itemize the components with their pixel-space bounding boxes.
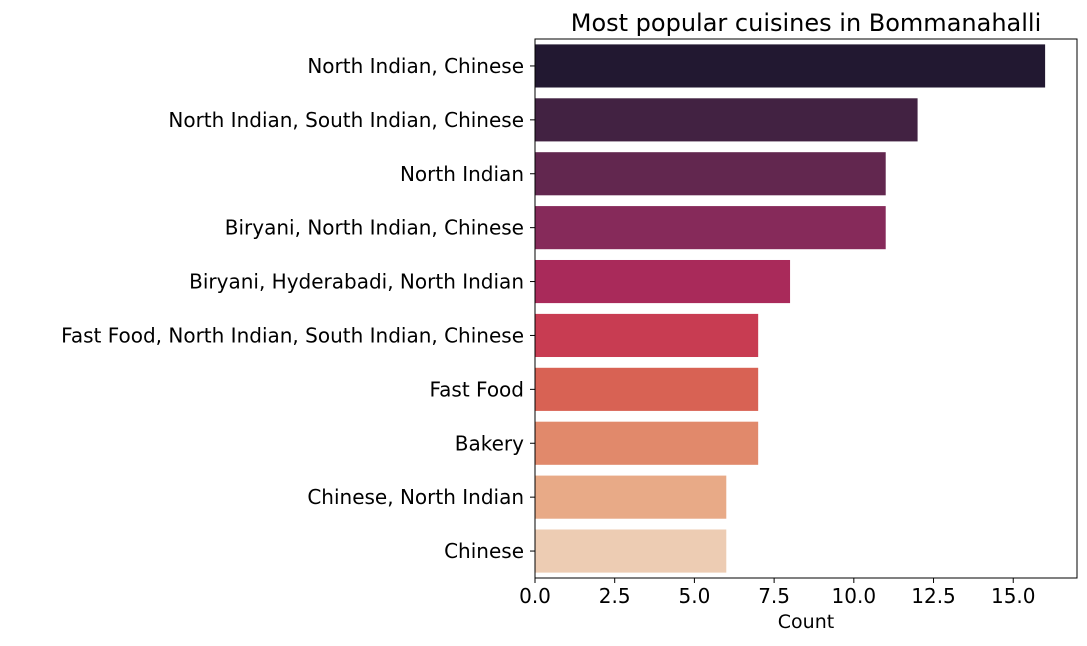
bar-6 — [535, 367, 759, 411]
bar-2 — [535, 152, 886, 196]
category-label: Fast Food — [429, 377, 524, 401]
x-tick-label: 2.5 — [599, 584, 631, 608]
x-tick-label: 7.5 — [758, 584, 790, 608]
x-tick-label: 0.0 — [519, 584, 551, 608]
axes — [534, 38, 1078, 579]
chart-title: Most popular cuisines in Bommanahalli — [571, 9, 1041, 37]
category-label: Fast Food, North Indian, South Indian, C… — [61, 323, 524, 347]
category-label: Chinese — [444, 539, 524, 563]
category-label: North Indian — [400, 162, 524, 186]
bar-3 — [535, 206, 886, 250]
category-label: North Indian, South Indian, Chinese — [168, 108, 524, 132]
bar-4 — [535, 259, 791, 304]
category-label: Chinese, North Indian — [307, 485, 524, 509]
category-labels: North Indian, Chinese North Indian, South… — [61, 54, 535, 563]
x-axis-label: Count — [778, 611, 834, 633]
x-tick-label: 12.5 — [911, 584, 956, 608]
x-tick-label: 5.0 — [679, 584, 711, 608]
bars-group — [535, 44, 1046, 573]
category-label: Biryani, North Indian, Chinese — [225, 216, 524, 240]
plot-frame — [534, 38, 1078, 579]
bar-0 — [535, 44, 1046, 88]
x-axis-ticks: 0.0 2.5 5.0 7.5 10.0 12.5 15.0 — [519, 578, 1036, 608]
x-tick-label: 10.0 — [832, 584, 877, 608]
bar-1 — [535, 98, 918, 142]
bar-9 — [535, 529, 727, 573]
category-label: Biryani, Hyderabadi, North Indian — [189, 270, 524, 294]
bar-5 — [535, 313, 759, 358]
category-label: North Indian, Chinese — [307, 54, 524, 78]
bar-8 — [535, 475, 727, 519]
bar-7 — [535, 421, 759, 465]
category-label: Bakery — [455, 431, 524, 455]
x-tick-label: 15.0 — [991, 584, 1036, 608]
